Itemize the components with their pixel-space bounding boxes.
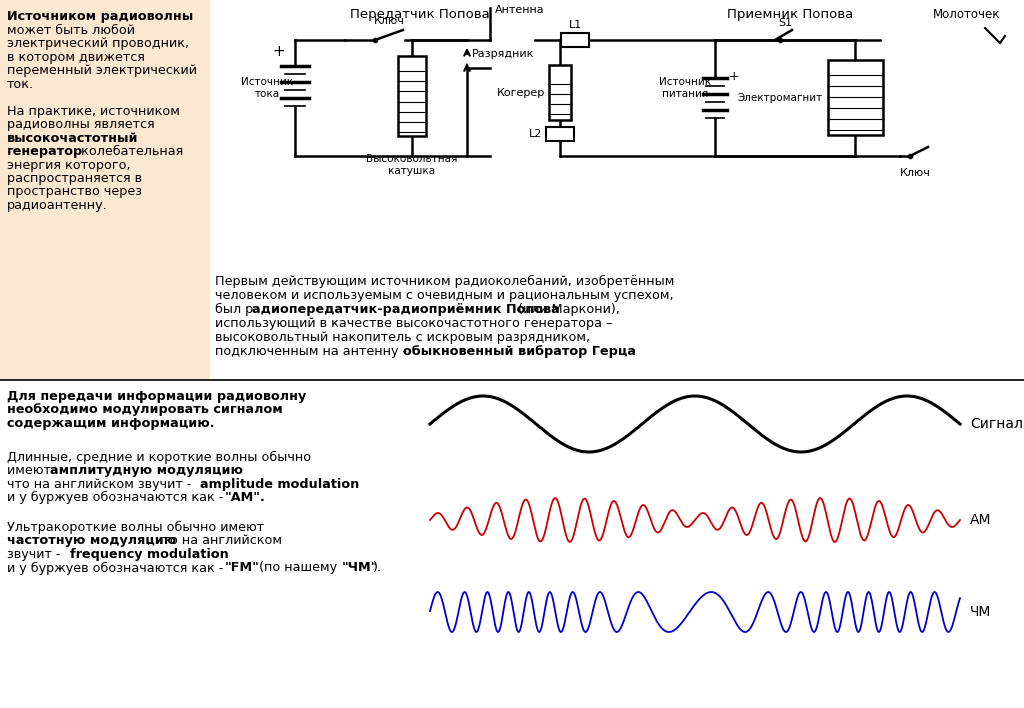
Text: в котором движется: в котором движется [7,50,144,64]
Text: ток.: ток. [7,77,34,91]
Text: Длинные, средние и короткие волны обычно: Длинные, средние и короткие волны обычно [7,451,311,464]
Text: Передатчик Попова: Передатчик Попова [350,8,489,21]
Text: Ключ: Ключ [374,16,404,26]
Text: Разрядник: Разрядник [472,49,535,59]
Text: высоковольтный накопитель с искровым разрядником,: высоковольтный накопитель с искровым раз… [215,331,590,344]
Bar [549,65,571,120]
Text: Первым действующим источником радиоколебаний, изобретённым: Первым действующим источником радиоколеб… [215,275,675,288]
Text: (или Маркони),: (или Маркони), [514,303,620,316]
Text: +: + [272,44,286,59]
Text: "АМ".: "АМ". [225,491,266,504]
Text: электрический проводник,: электрический проводник, [7,37,189,50]
Text: , что на английском: , что на английском [147,535,282,547]
Text: Приемник Попова: Приемник Попова [727,8,853,21]
Text: амплитудную модуляцию: амплитудную модуляцию [50,464,243,477]
Text: amplitude modulation: amplitude modulation [200,478,359,491]
Text: радиоантенну.: радиоантенну. [7,199,108,212]
Text: распространяется в: распространяется в [7,172,142,185]
Text: Когерер: Когерер [497,88,545,98]
Text: Источник
питания: Источник питания [658,77,711,99]
Text: frequency modulation: frequency modulation [70,548,228,561]
Bar [398,56,426,136]
Text: "FM": "FM" [225,561,260,574]
Text: пространство через: пространство через [7,185,142,198]
Text: Высоковольтная
катушка: Высоковольтная катушка [367,154,458,176]
Text: частотную модуляцию: частотную модуляцию [7,535,176,547]
Text: +: + [729,69,739,83]
Bar [561,33,589,47]
Bar [546,127,574,141]
Text: и у буржуев обозначаются как -: и у буржуев обозначаются как - [7,491,227,504]
Text: L2: L2 [528,129,542,139]
Text: звучит -: звучит - [7,548,65,561]
Text: имеют: имеют [7,464,55,477]
Text: был р: был р [215,303,253,316]
Bar [828,60,883,135]
Text: содержащим информацию.: содержащим информацию. [7,417,214,430]
Text: необходимо модулировать сигналом: необходимо модулировать сигналом [7,404,283,416]
Text: генератор: генератор [7,145,83,158]
Text: переменный электрический: переменный электрический [7,64,197,77]
Text: ЧМ: ЧМ [970,605,991,619]
Text: S1: S1 [778,18,792,28]
Text: , колебательная: , колебательная [73,145,183,158]
Text: Источник
тока: Источник тока [241,77,293,99]
Text: "ЧМ": "ЧМ" [342,561,379,574]
Text: человеком и используемым с очевидным и рациональным успехом,: человеком и используемым с очевидным и р… [215,289,674,302]
Text: Электромагнит: Электромагнит [738,93,823,103]
Text: радиоволны является: радиоволны является [7,118,155,131]
Text: АМ: АМ [970,513,991,527]
Text: Источником радиоволны: Источником радиоволны [7,10,194,23]
Text: Для передачи информации радиоволну: Для передачи информации радиоволну [7,390,306,403]
Text: (по нашему: (по нашему [255,561,341,574]
Text: и у буржуев обозначаются как -: и у буржуев обозначаются как - [7,561,227,574]
Text: ).: ). [372,561,381,574]
Text: Сигнал: Сигнал [970,417,1023,431]
Text: энергия которого,: энергия которого, [7,159,131,171]
Text: L1: L1 [568,20,582,30]
Text: подключенным на антенну -: подключенным на антенну - [215,345,411,358]
Text: что на английском звучит -: что на английском звучит - [7,478,196,491]
Text: Антенна: Антенна [495,5,545,15]
Text: может быть любой: может быть любой [7,23,135,37]
Text: На практике, источником: На практике, источником [7,105,180,118]
Text: использующий в качестве высокочастотного генератора –: использующий в качестве высокочастотного… [215,317,612,330]
Bar [0,0,210,380]
Text: обыкновенный вибратор Герца: обыкновенный вибратор Герца [403,345,636,358]
Text: адиопередатчик-радиоприёмник Попова: адиопередатчик-радиоприёмник Попова [252,303,560,316]
Text: Молоточек: Молоточек [933,8,1000,21]
Text: Ультракороткие волны обычно имеют: Ультракороткие волны обычно имеют [7,521,264,534]
Text: Ключ: Ключ [899,168,931,178]
Text: высокочастотный: высокочастотный [7,132,138,144]
